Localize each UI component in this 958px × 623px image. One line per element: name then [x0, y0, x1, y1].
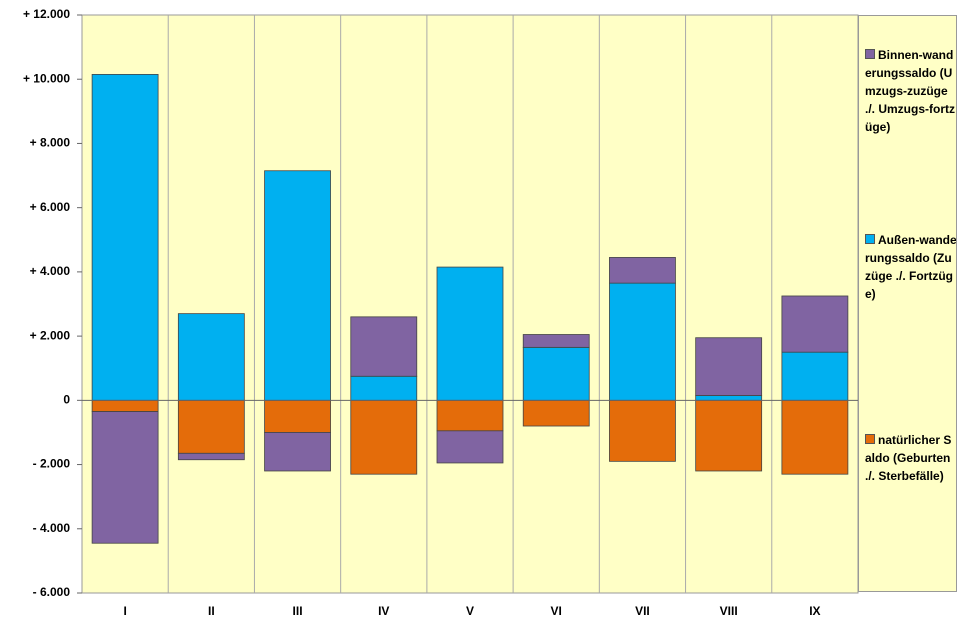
- bar-segment: [781, 295, 849, 353]
- bar-segment: [264, 399, 331, 433]
- bar-segment: [91, 411, 159, 544]
- bar-segment: [522, 346, 590, 401]
- x-tick-label: V: [466, 604, 474, 618]
- bar-segment: [350, 375, 418, 401]
- legend-swatch: [865, 49, 875, 59]
- legend-item: Außen-wanderungssaldo (Zuzüge ./. Fortzü…: [865, 231, 957, 303]
- x-tick-label: II: [208, 604, 215, 618]
- y-tick-label: + 8.000: [30, 136, 71, 150]
- bar-segment: [350, 399, 418, 475]
- bar-segment: [695, 337, 763, 396]
- y-tick-label: - 6.000: [33, 585, 71, 599]
- legend-label: Außen-wanderungssaldo (Zuzüge ./. Fortzü…: [865, 233, 957, 301]
- bar-segment: [177, 313, 245, 401]
- x-tick-label: VII: [635, 604, 650, 618]
- bar-segment: [264, 432, 331, 472]
- bar-segment: [177, 452, 245, 461]
- legend: Binnen-wanderungssaldo (Umzugs-zuzüge ./…: [858, 15, 957, 592]
- x-tick-label: IX: [809, 604, 820, 618]
- y-tick-label: + 12.000: [23, 7, 70, 21]
- legend-swatch: [865, 434, 875, 444]
- y-tick-label: + 6.000: [30, 200, 71, 214]
- y-tick-label: + 2.000: [30, 328, 71, 342]
- bar-segment: [609, 399, 676, 462]
- bar-segment: [522, 334, 590, 348]
- bar-segment: [695, 399, 763, 472]
- bar-segment: [781, 399, 849, 475]
- x-tick-label: I: [123, 604, 126, 618]
- x-tick-label: IV: [378, 604, 389, 618]
- bar-segment: [91, 399, 159, 412]
- x-tick-label: III: [293, 604, 303, 618]
- y-tick-label: + 10.000: [23, 71, 70, 85]
- x-tick-label: VI: [551, 604, 562, 618]
- bar-segment: [609, 282, 676, 401]
- bar-segment: [264, 170, 331, 401]
- bar-segment: [350, 316, 418, 377]
- bar-segment: [436, 266, 504, 401]
- legend-label: Binnen-wanderungssaldo (Umzugs-zuzüge ./…: [865, 48, 955, 134]
- bar-segment: [695, 395, 763, 401]
- y-tick-label: 0: [63, 393, 70, 407]
- legend-swatch: [865, 234, 875, 244]
- bar-segment: [91, 74, 159, 401]
- bar-segment: [177, 399, 245, 454]
- bar-segment: [609, 257, 676, 284]
- bar-segment: [436, 430, 504, 464]
- y-tick-label: - 4.000: [33, 521, 71, 535]
- bar-segment: [436, 399, 504, 432]
- legend-item: Binnen-wanderungssaldo (Umzugs-zuzüge ./…: [865, 46, 956, 136]
- bar-segment: [781, 351, 849, 401]
- bar-segment: [522, 399, 590, 427]
- y-tick-label: - 2.000: [33, 457, 71, 471]
- y-tick-label: + 4.000: [30, 264, 71, 278]
- legend-label: natürlicher Saldo (Geburten ./. Sterbefä…: [865, 433, 952, 483]
- legend-item: natürlicher Saldo (Geburten ./. Sterbefä…: [865, 431, 956, 485]
- x-tick-label: VIII: [720, 604, 738, 618]
